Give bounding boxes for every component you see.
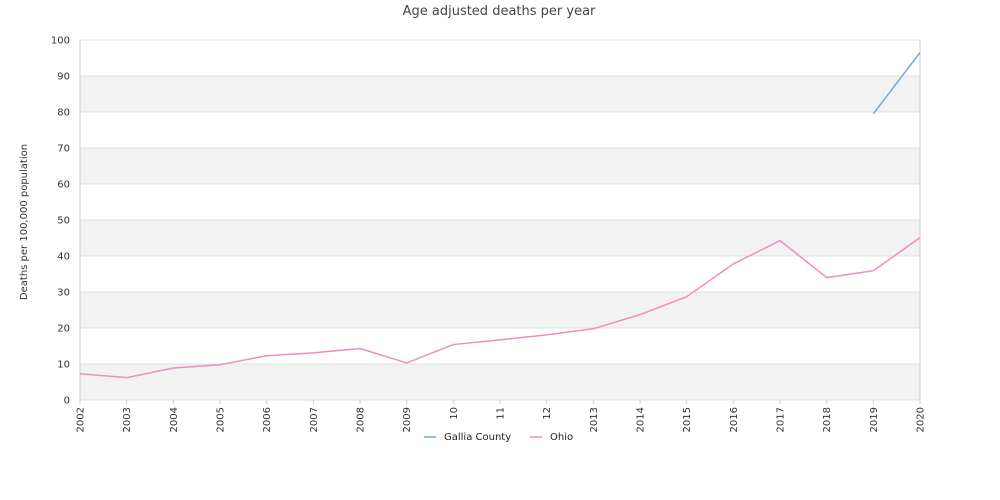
x-tick-label: 2018 [822, 407, 833, 432]
chart-title: Age adjusted deaths per year [403, 4, 596, 19]
x-tick-label: 2004 [169, 407, 180, 432]
x-tick-label: 2014 [636, 407, 647, 432]
grid-band [80, 292, 920, 328]
y-tick-label: 100 [51, 36, 70, 47]
y-tick-label: 80 [57, 108, 70, 119]
x-tick-label: 2008 [356, 407, 367, 432]
series-lines [79, 52, 921, 379]
legend-label: Ohio [550, 432, 573, 443]
legend-item-gallia-county: Gallia County [424, 432, 511, 443]
x-tick-label: 10 [449, 407, 460, 420]
x-tick-label: 2016 [729, 407, 740, 432]
grid-band [80, 220, 920, 256]
x-tick-label: 2003 [122, 407, 133, 432]
y-tick-label: 50 [57, 216, 70, 227]
x-tick-label: 2019 [869, 407, 880, 432]
y-tick-label: 20 [57, 324, 70, 335]
y-tick-label: 30 [57, 288, 70, 299]
legend-label: Gallia County [444, 432, 511, 443]
legend-item-ohio: Ohio [530, 432, 573, 443]
x-tick-label: 2017 [776, 407, 787, 432]
legend: Gallia County Ohio [424, 432, 573, 443]
x-tick-label: 2006 [262, 407, 273, 432]
x-tick-label: 2020 [916, 407, 927, 432]
y-tick-label: 10 [57, 360, 70, 371]
y-axis-ticks: 0 10 20 30 40 50 60 70 80 90 100 [51, 36, 70, 407]
gridlines [79, 39, 921, 401]
x-tick-label: 2007 [309, 407, 320, 432]
y-tick-label: 0 [64, 396, 70, 407]
grid-band [80, 364, 920, 400]
x-tick-label: 2015 [682, 407, 693, 432]
y-tick-label: 60 [57, 180, 70, 191]
series-line-ohio [79, 237, 921, 379]
y-tick-label: 70 [57, 144, 70, 155]
x-tick-label: 2005 [216, 407, 227, 432]
x-tick-label: 11 [496, 407, 507, 420]
y-tick-label: 40 [57, 252, 70, 263]
grid-band [80, 148, 920, 184]
y-axis-label: Deaths per 100,000 population [19, 144, 30, 300]
series-line-gallia-county [872, 52, 921, 115]
x-tick-label: 12 [542, 407, 553, 420]
x-tick-label: 2002 [76, 407, 87, 432]
grid-band [80, 76, 920, 112]
x-tick-label: 2013 [589, 407, 600, 432]
x-axis-ticks: 2002 2003 2004 2005 2006 2007 2008 2009 10 11 12 20… [76, 400, 927, 432]
y-tick-label: 90 [57, 72, 70, 83]
x-tick-label: 2009 [402, 407, 413, 432]
grid-bands [80, 76, 920, 400]
